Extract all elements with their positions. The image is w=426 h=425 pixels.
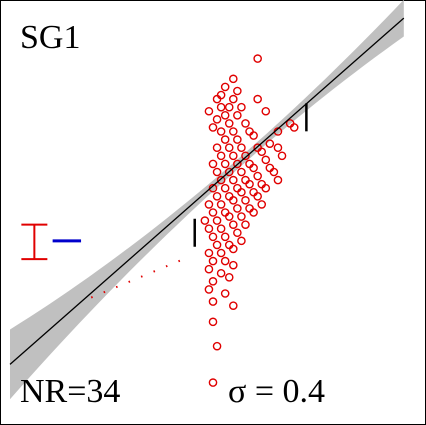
data-point <box>224 212 234 221</box>
data-point <box>216 175 226 185</box>
data-point <box>212 191 222 201</box>
plot-area <box>9 0 405 400</box>
data-point <box>216 127 226 136</box>
data-point <box>233 204 242 213</box>
data-point <box>204 106 214 116</box>
data-point <box>233 228 242 238</box>
data-point <box>216 200 226 209</box>
data-point <box>208 256 218 266</box>
data-point <box>277 151 287 161</box>
data-point <box>212 94 222 104</box>
data-point <box>233 111 242 120</box>
data-point <box>228 127 238 136</box>
data-point <box>212 115 222 124</box>
data-point <box>208 208 218 217</box>
data-point <box>253 171 262 181</box>
data-point <box>220 256 230 266</box>
data-point <box>233 86 242 96</box>
data-point <box>241 151 250 161</box>
data-point <box>212 216 222 225</box>
data-point <box>208 159 218 169</box>
nr-annotation: NR=34 <box>20 373 120 410</box>
data-point <box>237 143 246 152</box>
data-point <box>249 163 258 173</box>
data-point <box>257 200 267 209</box>
data-point <box>273 175 283 185</box>
data-point <box>224 143 234 152</box>
data-point <box>228 220 238 229</box>
data-point <box>253 54 262 63</box>
data-point <box>237 236 246 246</box>
data-point <box>269 167 279 177</box>
data-point <box>233 159 242 169</box>
data-point <box>228 74 238 84</box>
data-point <box>204 264 214 274</box>
data-point <box>220 289 230 298</box>
data-point <box>253 94 262 104</box>
data-point <box>257 147 267 157</box>
data-point <box>245 179 254 189</box>
data-point <box>216 151 226 161</box>
data-point <box>261 155 271 165</box>
data-point <box>228 196 238 205</box>
data-point <box>228 94 238 104</box>
data-point <box>228 175 238 185</box>
data-point <box>208 232 218 242</box>
data-point <box>212 240 222 250</box>
data-point <box>220 232 230 242</box>
data-point <box>261 183 271 193</box>
data-point <box>216 268 226 278</box>
data-point <box>261 106 271 116</box>
data-point <box>220 82 230 92</box>
data-point <box>249 131 258 140</box>
data-point <box>265 139 275 148</box>
data-point <box>224 167 234 177</box>
data-point <box>241 196 250 205</box>
data-point <box>237 187 246 197</box>
data-point <box>241 220 250 229</box>
data-point <box>200 216 210 225</box>
data-point <box>208 123 218 132</box>
data-point <box>241 119 250 128</box>
data-point <box>220 159 230 169</box>
data-point <box>216 102 226 112</box>
sigma-annotation: σ = 0.4 <box>228 373 325 410</box>
data-point <box>249 208 258 217</box>
data-point <box>208 378 218 387</box>
data-point <box>224 272 234 282</box>
confidence-band <box>10 0 404 400</box>
data-point <box>273 143 283 152</box>
data-point <box>220 183 230 193</box>
data-point <box>216 248 226 258</box>
data-point <box>212 167 222 177</box>
data-point <box>233 135 242 144</box>
panel-label: SG1 <box>20 19 80 56</box>
data-point <box>216 224 226 233</box>
data-point <box>289 123 299 132</box>
data-point <box>204 224 214 233</box>
data-point <box>204 285 214 294</box>
data-point <box>228 301 238 310</box>
data-point <box>212 143 222 152</box>
data-point <box>220 135 230 144</box>
data-point <box>204 200 214 209</box>
data-point <box>228 260 238 270</box>
fit-line <box>9 17 405 365</box>
data-point <box>237 212 246 221</box>
data-point <box>224 102 234 112</box>
data-point <box>208 297 218 306</box>
data-point <box>208 277 218 286</box>
data-point <box>253 191 262 201</box>
data-point <box>204 248 214 258</box>
data-point <box>212 341 222 351</box>
data-point <box>208 317 218 327</box>
data-point <box>224 119 234 128</box>
data-point <box>228 244 238 254</box>
data-point <box>237 102 246 112</box>
data-point <box>237 167 246 177</box>
data-point <box>228 151 238 161</box>
data-point <box>220 111 230 120</box>
